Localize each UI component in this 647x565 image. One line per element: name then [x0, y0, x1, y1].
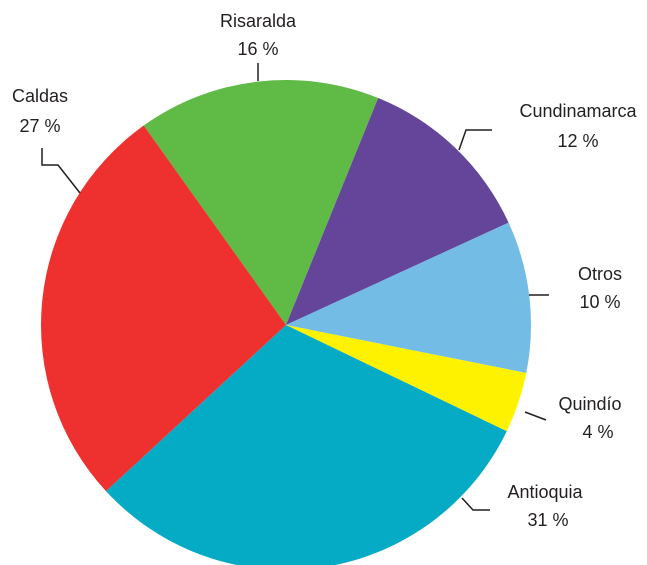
pie-slice	[143, 79, 379, 325]
slice-label: Cundinamarca	[519, 101, 637, 121]
pie-slice	[286, 98, 509, 325]
leader-line	[524, 411, 547, 421]
value-label: 31 %	[527, 510, 568, 530]
slice-label: Quindío	[558, 394, 621, 414]
value-label: 16 %	[237, 39, 278, 59]
leader-line	[458, 129, 492, 151]
value-label: 12 %	[557, 131, 598, 151]
pie-slice	[40, 125, 286, 492]
pie-slice	[286, 325, 527, 432]
value-label: 4 %	[582, 422, 613, 442]
pie-slice	[105, 325, 507, 565]
slice-label: Antioquia	[507, 482, 583, 502]
leader-line	[461, 497, 490, 511]
leader-line	[41, 148, 81, 194]
slice-label: Caldas	[12, 86, 68, 106]
pie-slice	[286, 222, 531, 374]
value-label: 10 %	[579, 292, 620, 312]
slice-label: Otros	[578, 264, 622, 284]
value-label: 27 %	[19, 116, 60, 136]
slice-label: Risaralda	[220, 11, 297, 31]
